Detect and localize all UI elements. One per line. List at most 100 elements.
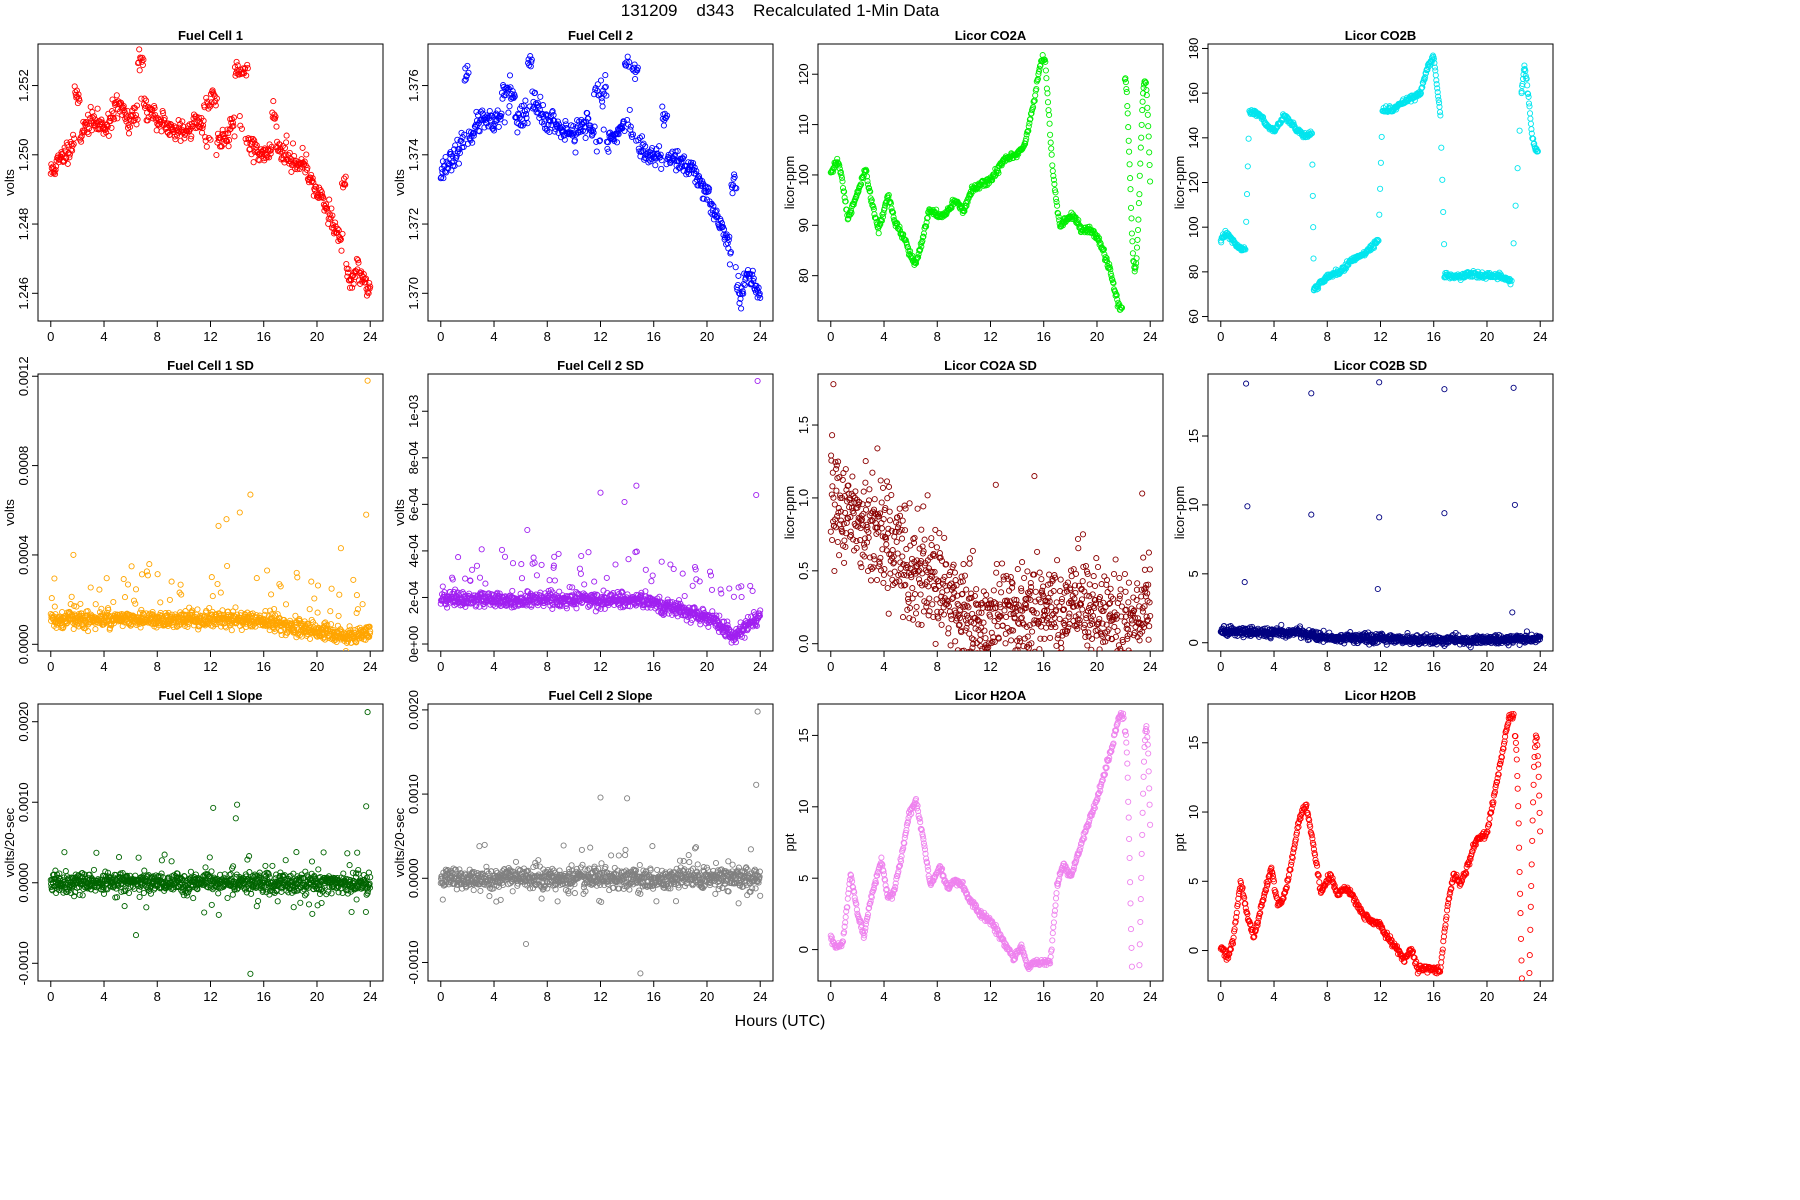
data-point [264, 617, 271, 624]
data-point [314, 609, 321, 616]
data-point [634, 64, 641, 71]
data-point [261, 611, 268, 618]
data-point [917, 591, 924, 598]
data-point [830, 518, 837, 525]
data-point [278, 631, 285, 639]
data-point [562, 117, 569, 125]
data-point [113, 92, 120, 99]
data-point [904, 564, 911, 571]
data-point [921, 536, 928, 543]
data-point [893, 578, 900, 585]
data-point [98, 116, 105, 123]
data-point [349, 284, 356, 291]
data-point [486, 107, 493, 115]
data-point [866, 187, 873, 194]
y-tick-label: 160 [1186, 82, 1201, 104]
data-point [1525, 90, 1532, 98]
data-point [551, 577, 558, 584]
data-point [729, 190, 736, 197]
data-point [659, 103, 666, 110]
data-point [87, 584, 94, 591]
data-point [210, 91, 217, 98]
data-point [522, 111, 530, 118]
data-point [111, 116, 118, 123]
data-point [864, 501, 871, 508]
x-tick-label: 8 [154, 659, 161, 674]
data-point [151, 105, 158, 112]
data-point [885, 610, 892, 617]
data-point [549, 605, 556, 612]
data-point [932, 526, 939, 533]
data-point [195, 114, 202, 121]
data-point [98, 605, 105, 612]
data-point [642, 143, 649, 150]
data-point [904, 243, 911, 250]
x-tick-label: 4 [1270, 329, 1277, 344]
data-point [1310, 255, 1317, 262]
data-point [883, 478, 891, 485]
x-tick-label: 0 [1217, 329, 1224, 344]
data-point [304, 621, 312, 628]
data-point [551, 553, 558, 560]
x-tick-label: 4 [100, 659, 107, 674]
data-point [208, 574, 215, 581]
data-point [367, 628, 374, 635]
data-point [353, 255, 360, 262]
data-point [828, 491, 835, 498]
data-point [1127, 204, 1135, 211]
data-point [918, 526, 925, 533]
data-point [320, 201, 327, 208]
data-point [1512, 202, 1519, 209]
data-point [1516, 127, 1523, 134]
data-point [534, 99, 541, 106]
data-point [1244, 163, 1251, 170]
data-point [910, 535, 917, 542]
data-point [1430, 55, 1437, 62]
data-point [543, 111, 550, 118]
x-tick-label: 24 [363, 329, 377, 344]
data-point [716, 612, 723, 619]
data-point [924, 492, 931, 499]
data-point [1526, 103, 1533, 110]
data-point [209, 593, 216, 600]
data-point [612, 561, 619, 568]
data-point [136, 609, 144, 616]
data-point [952, 638, 959, 645]
data-point [533, 572, 540, 579]
data-point [959, 590, 966, 597]
data-point [469, 139, 476, 146]
data-point [888, 527, 895, 534]
data-point [956, 621, 963, 628]
data-points [437, 53, 764, 312]
data-point [232, 604, 239, 611]
data-point [1046, 111, 1053, 119]
data-point [928, 535, 935, 542]
data-point [528, 58, 535, 65]
data-point [842, 198, 849, 205]
data-point [1025, 127, 1032, 134]
data-point [366, 633, 373, 640]
data-point [1054, 209, 1061, 216]
data-point [60, 624, 67, 631]
data-point [1433, 81, 1440, 88]
data-point [933, 544, 940, 551]
data-point [136, 46, 143, 53]
chart-fc1: Fuel Cell 10 4 8 12 16 20 241.2461.2481.2501.2… [2, 28, 384, 344]
data-point [620, 118, 627, 125]
data-point [355, 259, 362, 266]
data-point [839, 184, 847, 192]
x-tick-label: 16 [647, 329, 661, 344]
data-point [873, 530, 880, 537]
data-point [725, 236, 732, 244]
data-point [1139, 98, 1146, 105]
data-point [906, 615, 913, 622]
data-point [886, 508, 893, 515]
data-point [661, 610, 668, 617]
y-tick-label: 60 [1186, 309, 1201, 323]
data-point [1432, 67, 1439, 74]
data-point [923, 223, 930, 230]
data-point [1140, 81, 1148, 88]
data-point [753, 622, 760, 629]
data-point [603, 574, 610, 581]
